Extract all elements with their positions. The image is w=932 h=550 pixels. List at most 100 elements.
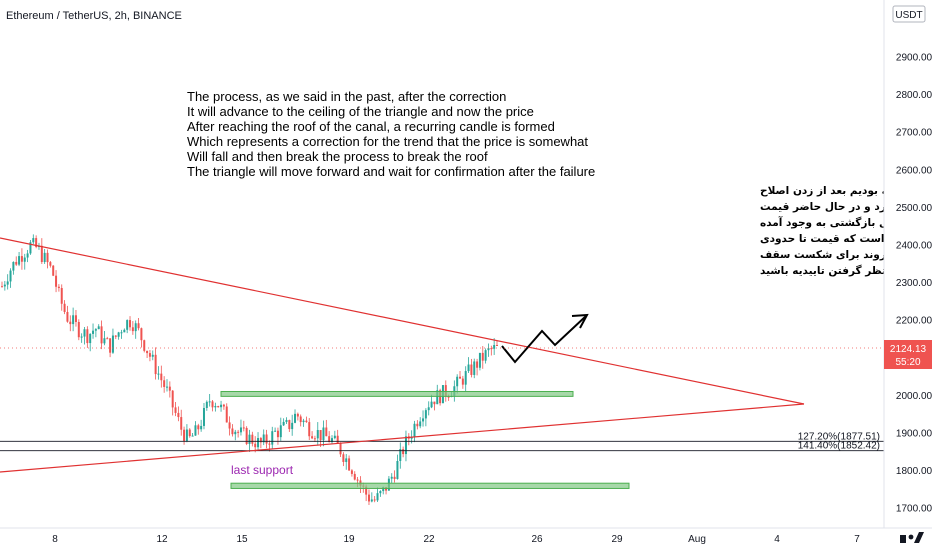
candle-body [248, 434, 251, 444]
candle-body [15, 261, 18, 265]
candle-body [225, 406, 228, 423]
candle-body [94, 329, 97, 331]
candle-body [379, 491, 382, 494]
candle-body [459, 376, 462, 379]
candle-body [154, 354, 157, 375]
candle-body [336, 435, 339, 444]
candle-body [63, 303, 66, 312]
candle-body [496, 345, 498, 347]
candle-body [294, 413, 297, 423]
candle-body [83, 329, 86, 337]
candle-body [49, 262, 52, 266]
usdt-button[interactable]: USDT [892, 5, 926, 23]
candle-body [262, 434, 265, 443]
candle-body [188, 429, 191, 437]
candle-body [151, 354, 154, 357]
price-tick-label: 2300.00 [896, 278, 932, 289]
resistance-zone[interactable] [220, 390, 574, 397]
candle-body [234, 431, 237, 435]
candle-body [265, 434, 268, 444]
candle-body [166, 386, 168, 388]
time-tick-label: 8 [52, 534, 58, 545]
candle-body [239, 427, 242, 433]
candle-body [197, 425, 200, 430]
candle-body [180, 417, 183, 430]
candle-body [222, 404, 225, 407]
candle-body [325, 427, 328, 437]
candle-body [205, 401, 208, 408]
candle-body [271, 431, 274, 445]
candle-body [23, 257, 26, 262]
last-price-badge: 2124.13 55:20 [884, 340, 932, 369]
candle-body [231, 428, 234, 435]
tradingview-logo-icon [900, 532, 924, 543]
candle-body [345, 458, 348, 462]
candle-body [134, 323, 137, 332]
candle-body [103, 338, 106, 344]
last-support-zone[interactable] [230, 482, 630, 489]
candle-body [1, 286, 3, 288]
candle-body [208, 401, 211, 403]
candle-body [444, 385, 447, 397]
candle-body [126, 320, 129, 330]
candle-body [481, 352, 484, 361]
candle-body [305, 420, 308, 423]
candle-body [57, 286, 60, 289]
candle-body [254, 443, 257, 448]
last-price-value: 2124.13 [890, 344, 927, 355]
candle-body [276, 430, 279, 438]
candle-body [413, 423, 416, 437]
candle-body [396, 460, 399, 479]
candle-body [279, 425, 282, 438]
candle-body [177, 412, 180, 418]
candle-body [12, 261, 15, 271]
candle-body [427, 407, 430, 411]
time-tick-label: 29 [611, 534, 623, 545]
price-tick-label: 2900.00 [896, 53, 932, 64]
candle-body [211, 401, 214, 408]
candle-body [493, 345, 496, 349]
candle-body [274, 430, 277, 432]
candle-body [20, 256, 23, 262]
price-tick-label: 2800.00 [896, 90, 932, 101]
candle-body [333, 435, 336, 439]
candle-body [106, 338, 109, 340]
candle-body [356, 479, 359, 481]
price-tick-label: 2700.00 [896, 128, 932, 139]
triangle-upper-line[interactable] [0, 237, 805, 405]
time-tick-label: 22 [423, 534, 435, 545]
candle-body [46, 252, 49, 263]
candle-body [350, 470, 353, 474]
candle-body [339, 443, 342, 455]
projected-path-line [501, 315, 587, 364]
candle-body [148, 353, 151, 357]
candle-body [376, 493, 379, 501]
candle-body [171, 390, 174, 408]
candle-body [319, 430, 322, 441]
projection-arrowhead-icon [571, 313, 589, 329]
candle-body [40, 245, 43, 263]
candle-body [282, 421, 285, 426]
time-tick-label: 26 [531, 534, 543, 545]
candle-body [228, 422, 231, 429]
candle-body [245, 427, 248, 444]
candle-body [69, 321, 72, 325]
candle-body [66, 311, 69, 322]
candle-body [467, 364, 470, 372]
candle-body [140, 328, 143, 341]
price-tick-label: 1900.00 [896, 428, 932, 439]
candle-body [373, 499, 376, 501]
triangle-lower-line[interactable] [0, 403, 805, 473]
candle-body [220, 404, 223, 408]
candle-body [299, 416, 302, 423]
candle-body [370, 499, 373, 502]
time-tick-label: Aug [688, 534, 706, 545]
candle-body [476, 361, 479, 368]
candle-body [242, 427, 245, 429]
price-axis-background [884, 0, 932, 550]
candle-body [72, 315, 75, 325]
candle-body [490, 348, 493, 350]
candle-body [26, 253, 29, 258]
candle-body [390, 476, 393, 479]
